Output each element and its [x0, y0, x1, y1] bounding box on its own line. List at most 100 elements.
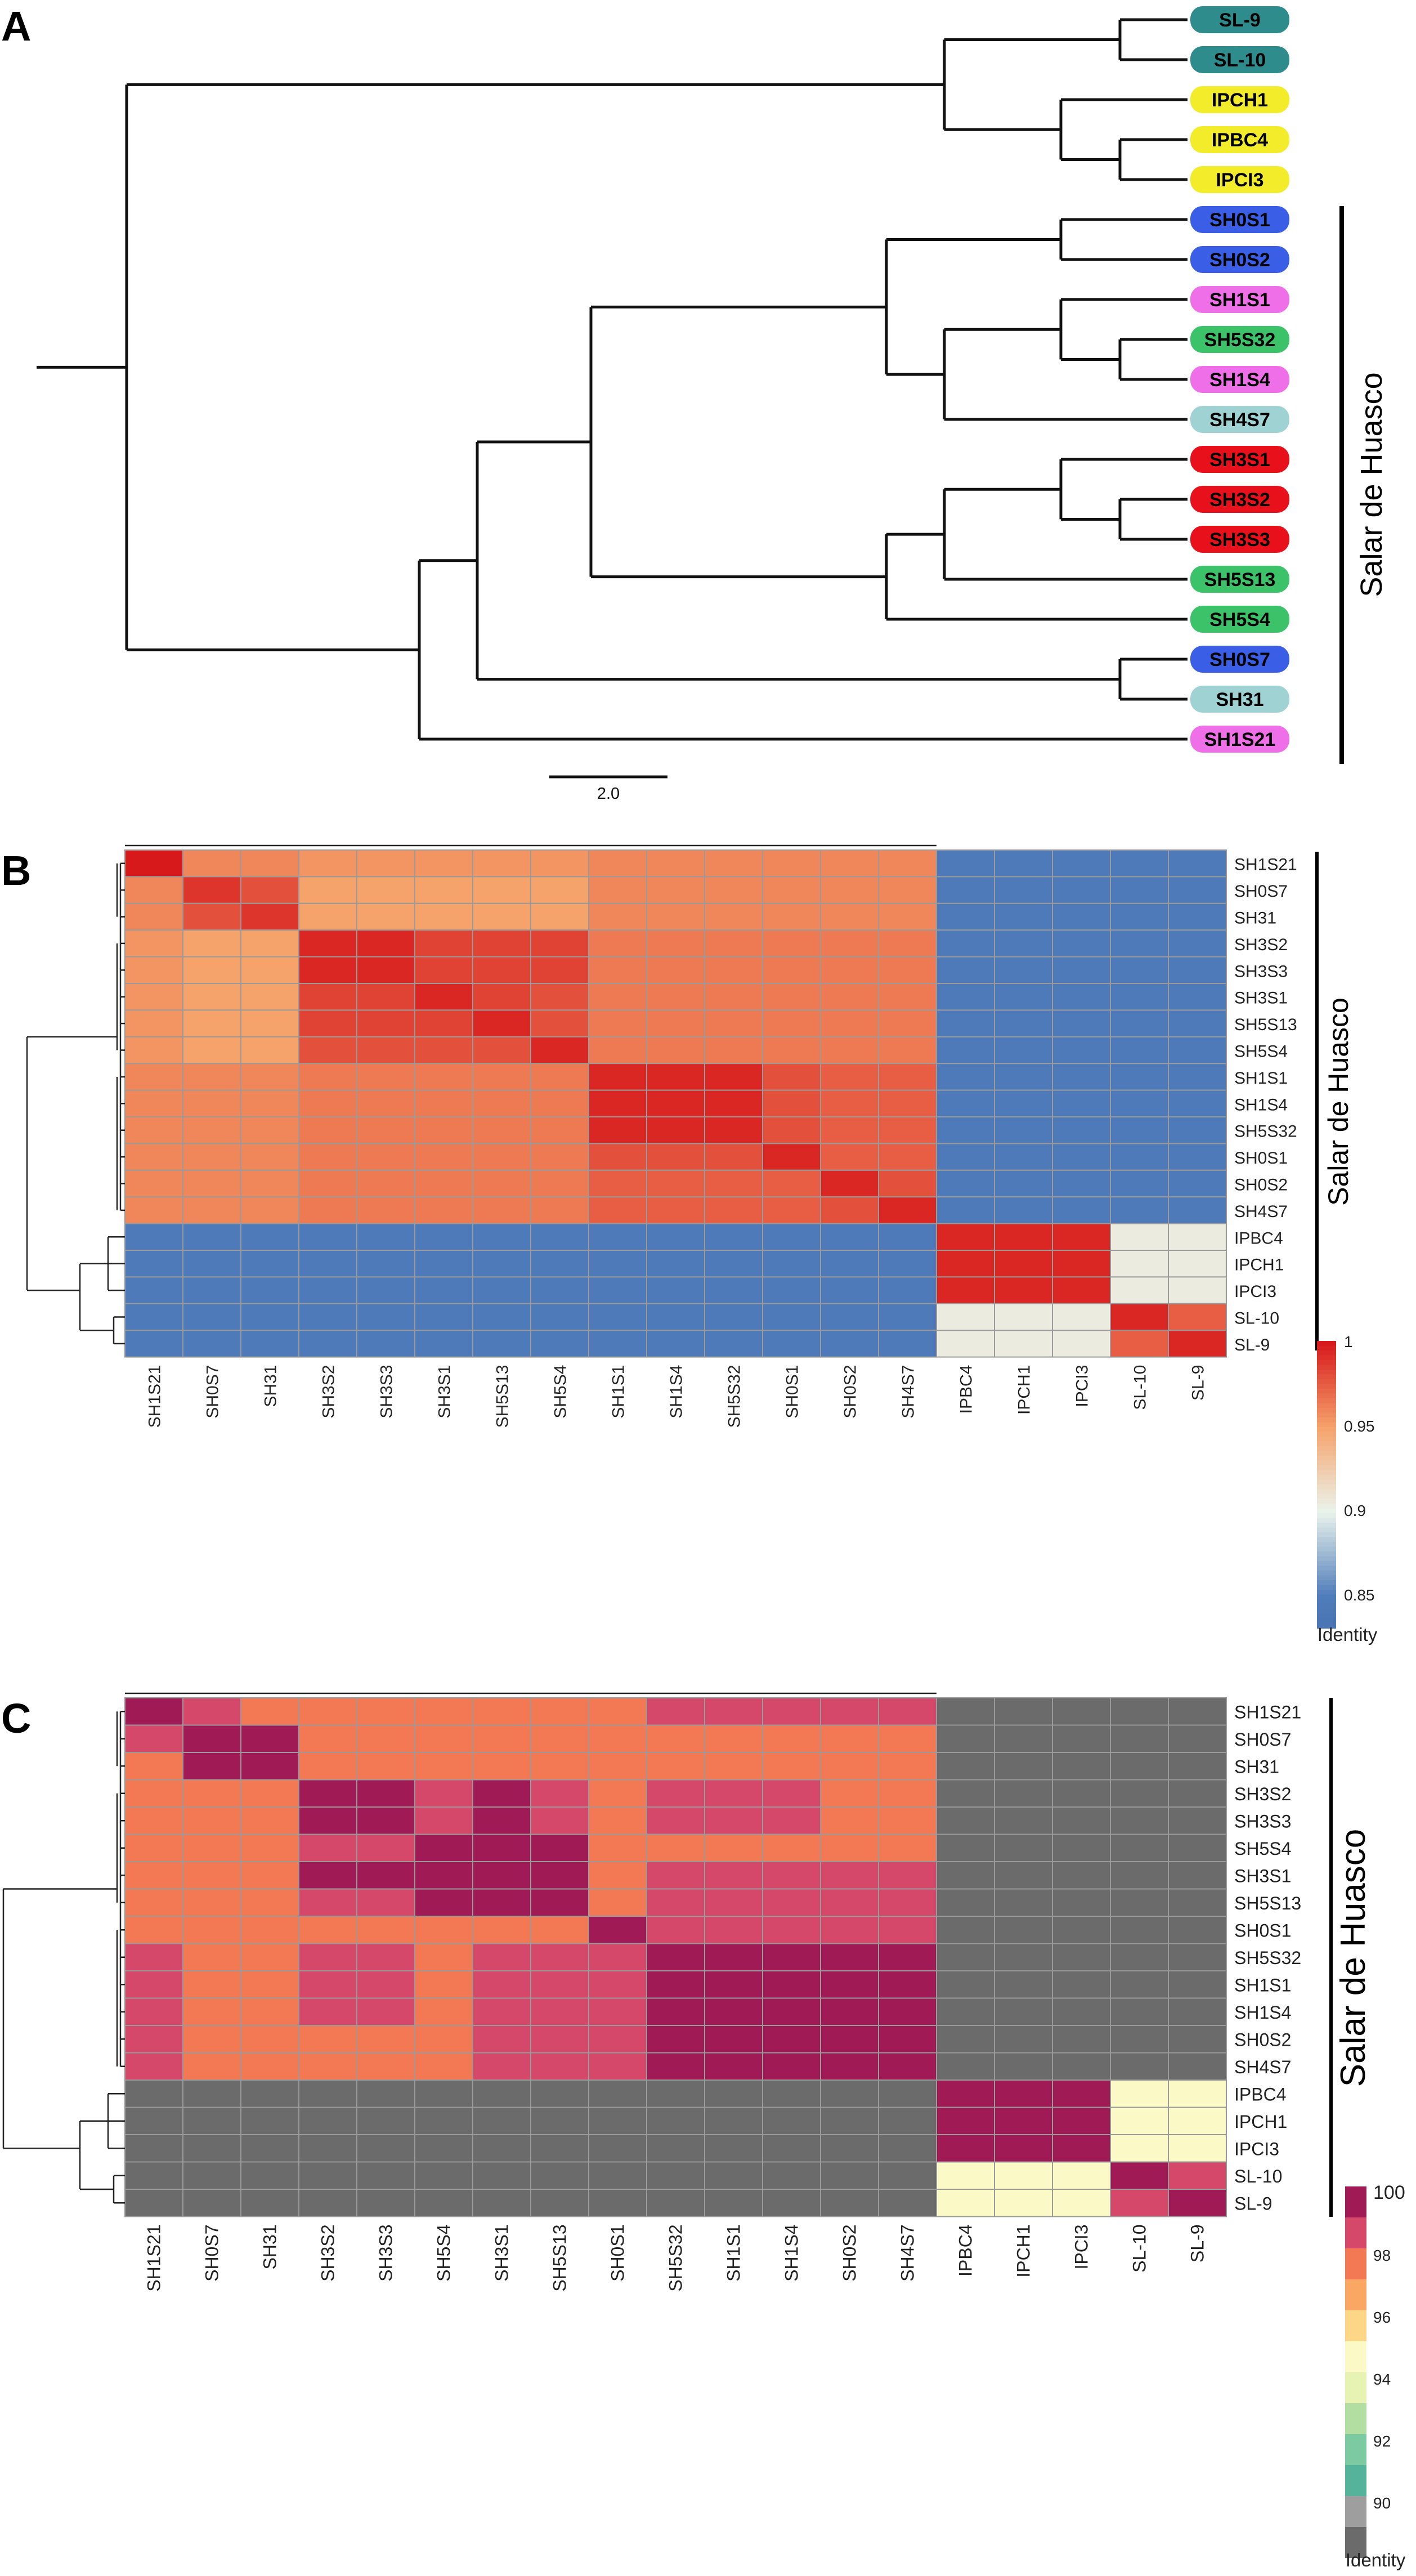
heatmap-cell [646, 1861, 705, 1890]
heatmap-cell [298, 876, 357, 904]
legend-swatch [1317, 1403, 1336, 1408]
heatmap-cell [762, 1303, 821, 1331]
heatmap-cell [530, 1250, 589, 1278]
heatmap-cell [240, 1697, 299, 1726]
heatmap-cell [1168, 1276, 1227, 1304]
heatmap-cell [1052, 1036, 1111, 1065]
heatmap-cell [646, 1697, 705, 1726]
heatmap-cell [878, 1116, 937, 1144]
heatmap-cell [356, 1997, 415, 2026]
heatmap-cell [936, 1997, 995, 2026]
heatmap-cell [820, 983, 879, 1011]
heatmap-cell [414, 2107, 473, 2135]
heatmap-cell [588, 1196, 647, 1224]
heatmap-cell [1052, 1143, 1111, 1171]
heatmap-cell [182, 1916, 241, 1944]
heatmap-cell [704, 1009, 763, 1037]
row-label: SH4S7 [1234, 2057, 1291, 2077]
heatmap-cell [240, 1833, 299, 1862]
legend-swatch [1317, 1408, 1336, 1414]
heatmap-cell [414, 1089, 473, 1117]
tip-badge [1190, 246, 1289, 273]
heatmap-cell [356, 1009, 415, 1037]
heatmap-cell [994, 1143, 1053, 1171]
tip-label: SH0S7 [1209, 649, 1270, 670]
heatmap-cell [646, 1888, 705, 1917]
heatmap-cell [820, 2052, 879, 2081]
heatmap-cell [182, 1970, 241, 1999]
heatmap-cell [472, 1063, 531, 1091]
heatmap-cell [936, 1116, 995, 1144]
heatmap-cell [588, 902, 647, 931]
heatmap-cell [124, 1303, 183, 1331]
row-label: SH3S3 [1234, 1811, 1291, 1831]
heatmap-cell [704, 2189, 763, 2217]
legend-swatch [1317, 1609, 1336, 1615]
column-label: SH31 [260, 2225, 280, 2270]
column-label: SH5S13 [550, 2225, 570, 2292]
heatmap-cell [240, 1752, 299, 1781]
heatmap-cell [936, 1833, 995, 1862]
heatmap-cell [646, 929, 705, 958]
heatmap-cell [878, 1697, 937, 1726]
heatmap-cell [124, 1143, 183, 1171]
heatmap-cell [414, 1303, 473, 1331]
heatmap-cell [646, 1806, 705, 1835]
heatmap-cell [646, 2189, 705, 2217]
legend-swatch [1317, 1518, 1336, 1523]
heatmap-cell [530, 876, 589, 904]
heatmap-cell [588, 983, 647, 1011]
heatmap-cell [240, 902, 299, 931]
heatmap-cell [878, 1916, 937, 1944]
legend-swatch [1317, 1623, 1336, 1629]
heatmap-cell [994, 1997, 1053, 2026]
heatmap-cell [240, 2025, 299, 2054]
heatmap-cell [588, 1997, 647, 2026]
heatmap-cell [530, 1943, 589, 1971]
heatmap-cell [414, 849, 473, 878]
heatmap-cell [1110, 1943, 1169, 1971]
heatmap-cell [936, 1089, 995, 1117]
heatmap-cell [704, 2107, 763, 2135]
legend-swatch [1317, 1341, 1336, 1347]
legend-swatch [1317, 1613, 1336, 1619]
legend-swatch [1317, 1489, 1336, 1495]
column-label: IPCI3 [1072, 2225, 1092, 2270]
heatmap-cell [994, 1916, 1053, 1944]
heatmap-cell [1168, 1250, 1227, 1278]
heatmap-cell [472, 1916, 531, 1944]
heatmap-cell [414, 929, 473, 958]
tip-badge [1190, 366, 1289, 393]
heatmap-cell [820, 1724, 879, 1753]
heatmap-cell [588, 876, 647, 904]
heatmap-cell [936, 2134, 995, 2163]
heatmap-cell [240, 1276, 299, 1304]
heatmap-cell [994, 1196, 1053, 1224]
heatmap-cell [356, 1223, 415, 1251]
heatmap-cell [936, 1196, 995, 1224]
heatmap-cell [762, 1196, 821, 1224]
heatmap-cell [1168, 1970, 1227, 1999]
heatmap-cell [1052, 849, 1111, 878]
legend-swatch [1317, 1542, 1336, 1548]
heatmap-cell [298, 1196, 357, 1224]
heatmap-cell [124, 2025, 183, 2054]
heatmap-cell [182, 1330, 241, 1358]
heatmap-cell [414, 1116, 473, 1144]
heatmap-cell [298, 1752, 357, 1781]
column-label: IPCH1 [1015, 1365, 1034, 1415]
heatmap-cell [240, 1169, 299, 1198]
heatmap-cell [1168, 1697, 1227, 1726]
heatmap-cell [704, 956, 763, 984]
row-label: SH0S1 [1234, 1920, 1291, 1940]
row-label: SH5S32 [1234, 1122, 1297, 1141]
heatmap-cell [182, 2025, 241, 2054]
tip-label: SH5S13 [1204, 569, 1276, 591]
heatmap-cell [704, 1116, 763, 1144]
heatmap-cell [1168, 1997, 1227, 2026]
column-label: SH5S32 [666, 2225, 686, 2292]
heatmap-cell [1168, 876, 1227, 904]
legend-swatch [1317, 1508, 1336, 1514]
heatmap-cell [1110, 1697, 1169, 1726]
